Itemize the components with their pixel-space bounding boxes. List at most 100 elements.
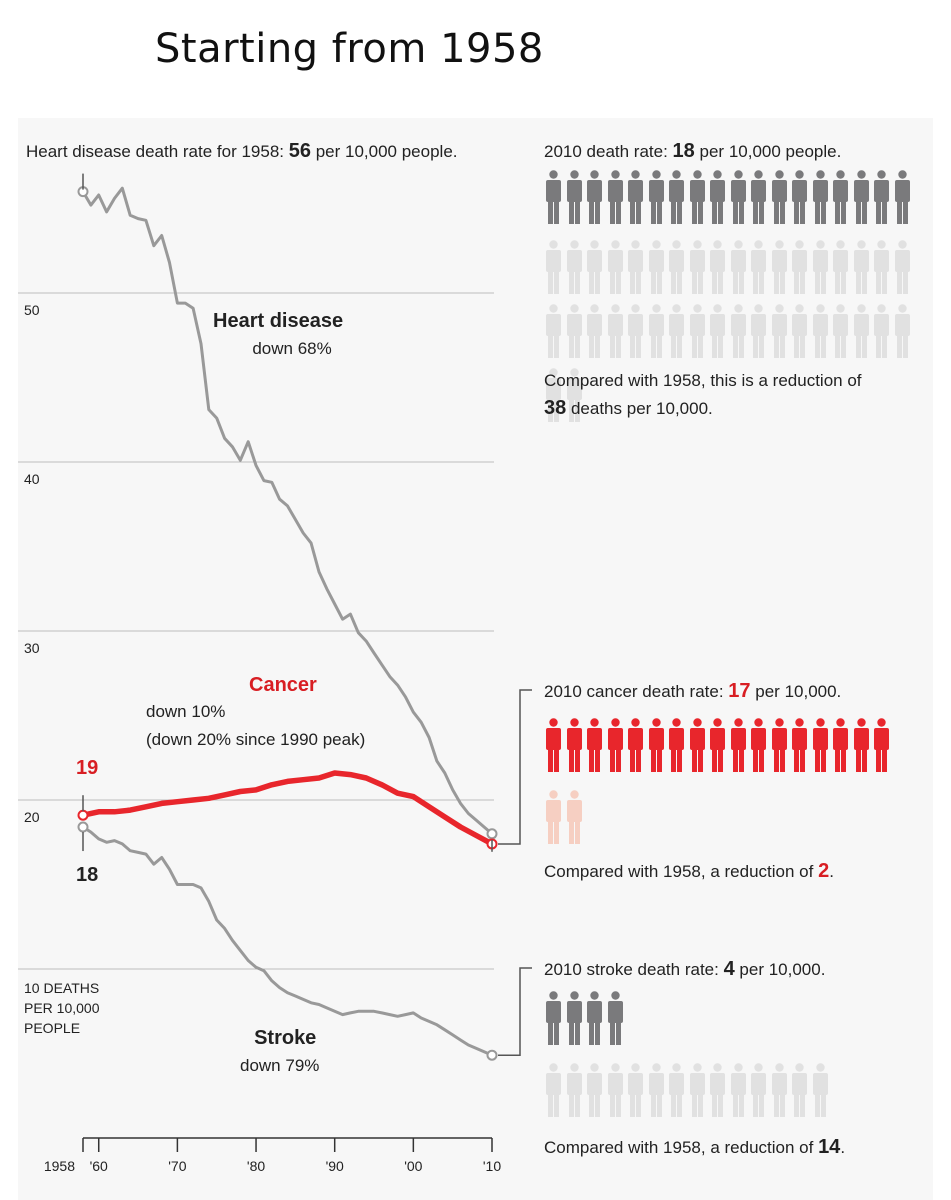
person-icon-light [587, 304, 602, 358]
cancer-start-label: 19 [76, 757, 99, 779]
person-icon-dark [669, 170, 684, 224]
heart-disease-line [81, 186, 494, 836]
person-icon-light [751, 304, 766, 358]
person-icon-light [730, 304, 746, 358]
person-icon-light [751, 1063, 766, 1117]
stroke-compare: Compared with 1958, a reduction of 14. [544, 1136, 845, 1159]
y-unit-label: 10 DEATHS PER 10,000 PEOPLE [24, 978, 100, 1038]
stroke-bracket [498, 967, 532, 1056]
person-icon-dark [751, 170, 766, 224]
x-tick-label: '90 [326, 1158, 344, 1174]
cancer-2010-prefix: 2010 cancer death rate: [544, 682, 729, 701]
person-icon-dark [730, 170, 746, 224]
heart-compare-suffix: deaths per 10,000. [566, 399, 713, 418]
person-icon-light [771, 304, 787, 358]
heart-compare-line1: Compared with 1958, this is a reduction … [544, 371, 862, 390]
person-icon-light [607, 304, 623, 358]
person-icon-light [689, 1063, 705, 1117]
cancer-2010-suffix: per 10,000. [750, 682, 842, 701]
person-icon-light [648, 1063, 664, 1117]
cancer-compare-suffix: . [829, 862, 834, 881]
person-icon-light [771, 240, 787, 294]
person-icon-dark [689, 170, 705, 224]
person-icon-dark [812, 170, 828, 224]
person-icon-light [669, 1063, 684, 1117]
x-tick-label: '70 [168, 1158, 186, 1174]
person-icon-red [628, 718, 643, 772]
person-icon-light [894, 240, 910, 294]
person-icon-light [607, 240, 623, 294]
person-icon-light [628, 240, 643, 294]
heart-label-change: down 68% [252, 339, 332, 358]
person-icon-dark [566, 170, 582, 224]
person-icon-light [689, 240, 705, 294]
stroke-light-icons [545, 1063, 829, 1117]
person-icon-light [566, 240, 582, 294]
cancer-compare: Compared with 1958, a reduction of 2. [544, 860, 834, 883]
person-icon-dark [587, 170, 602, 224]
person-icon-light [648, 304, 664, 358]
cancer-start-marker [77, 809, 89, 821]
person-icon-light [853, 240, 869, 294]
person-icon-light [710, 240, 725, 294]
stroke-compare-prefix: Compared with 1958, a reduction of [544, 1138, 819, 1157]
person-icon-light [792, 240, 807, 294]
heart-dark-icons [545, 170, 925, 224]
person-icon-dark [607, 991, 623, 1045]
person-icon-dark [587, 991, 602, 1045]
person-icon-dark [546, 991, 561, 1045]
x-tick-label: '60 [90, 1158, 108, 1174]
heart-disease-end-marker [486, 828, 498, 840]
person-icon-light [833, 304, 848, 358]
person-icon-light [607, 1063, 623, 1117]
x-tick-label: '80 [247, 1158, 265, 1174]
person-icon-red [792, 718, 807, 772]
person-icon-red [710, 718, 725, 772]
person-icon-light [587, 240, 602, 294]
person-icon-light [894, 304, 910, 358]
x-tick-label: '00 [404, 1158, 422, 1174]
person-icon-red [833, 718, 848, 772]
person-icon-dark [833, 170, 848, 224]
person-icon-dark [853, 170, 869, 224]
y-unit-line-1: 10 DEATHS [24, 980, 100, 996]
stroke-compare-value: 14 [818, 1136, 841, 1158]
heart-2010-prefix: 2010 death rate: [544, 142, 673, 161]
person-icon-red [730, 718, 746, 772]
person-icon-red [648, 718, 664, 772]
y-tick-label: 30 [24, 640, 40, 656]
cancer-bracket [498, 689, 532, 845]
stroke-line [81, 825, 494, 1057]
person-icon-light [669, 304, 684, 358]
heart-2010-suffix: per 10,000 people. [694, 142, 842, 161]
stroke-label-change: down 79% [240, 1056, 320, 1075]
person-icon-red [669, 718, 684, 772]
person-icon-light [771, 1063, 787, 1117]
stroke-2010-rate: 2010 stroke death rate: 4 per 10,000. [544, 958, 825, 981]
person-icon-light [853, 304, 869, 358]
person-icon-light [587, 1063, 602, 1117]
stroke-2010-suffix: per 10,000. [734, 960, 826, 979]
person-icon-red [812, 718, 828, 772]
heart-1958-value: 56 [288, 140, 311, 162]
person-icon-light [546, 1063, 561, 1117]
heart-light-icons [545, 240, 925, 422]
stroke-start-label: 18 [76, 864, 99, 886]
person-icon-light [546, 368, 561, 422]
person-icon-light [689, 304, 705, 358]
person-icon-light [874, 240, 889, 294]
chart-panel [18, 118, 933, 1200]
person-icon-light [792, 1063, 807, 1117]
person-icon-dark [710, 170, 725, 224]
person-icon-light [566, 368, 582, 422]
person-icon-light [566, 1063, 582, 1117]
person-icon-light [812, 304, 828, 358]
person-icon-light [730, 240, 746, 294]
heart-2010-rate: 2010 death rate: 18 per 10,000 people. [544, 140, 841, 163]
cancer-line [80, 770, 495, 847]
page-title: Starting from 1958 [155, 26, 544, 72]
y-tick-label: 50 [24, 302, 40, 318]
stroke-end-marker [486, 1049, 498, 1061]
person-icon-red [751, 718, 766, 772]
